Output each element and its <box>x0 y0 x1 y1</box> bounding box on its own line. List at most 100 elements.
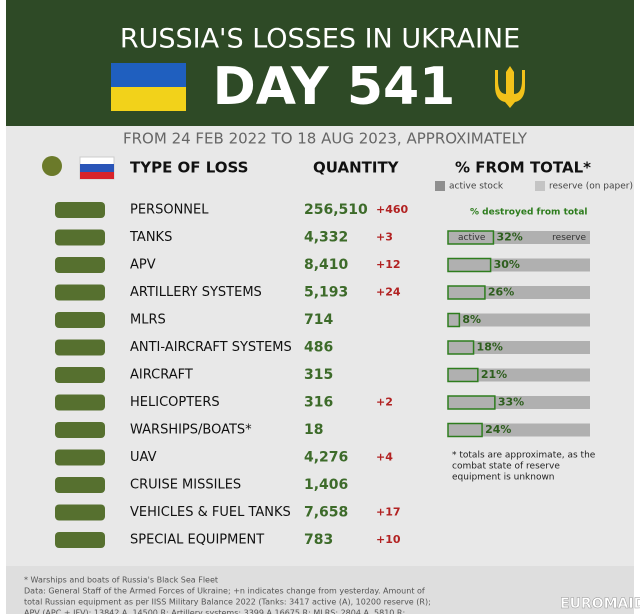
row-change: +460 <box>376 203 409 216</box>
ru-flag-blue <box>80 164 114 172</box>
bar-percent: 30% <box>494 258 520 271</box>
bar-percent: 18% <box>477 341 503 354</box>
row-quantity: 8,410 <box>304 257 349 273</box>
bar-percent: 21% <box>481 368 507 381</box>
footer-line: APV (APC + IFV): 13842 A, 14500 R; Artil… <box>24 609 405 614</box>
day: DAY 541 <box>213 57 456 117</box>
rows: PERSONNEL 256,510 +460 TANKS 4,332 +3 32% activ… <box>55 202 596 548</box>
subtitle: FROM 24 FEB 2022 TO 18 AUG 2023, APPROXI… <box>123 130 528 148</box>
row-label: PERSONNEL <box>130 203 209 218</box>
bar-destroyed <box>447 312 461 328</box>
row-change: +17 <box>376 506 401 519</box>
bar-active-label: active <box>458 233 486 243</box>
totals-note: equipment is unknown <box>452 473 555 483</box>
footer-line: * Warships and boats of Russia's Black S… <box>24 576 218 585</box>
ru-flag-red <box>80 172 114 179</box>
footer-line: total Russian equipment as per IISS Mili… <box>24 598 431 607</box>
icon <box>55 477 105 493</box>
icon <box>55 339 105 356</box>
row-change: +3 <box>376 231 393 244</box>
title: RUSSIA'S LOSSES IN UKRAINE <box>120 24 520 55</box>
row-label: CRUISE MISSILES <box>130 478 241 493</box>
bar-bg <box>448 286 590 299</box>
icon <box>55 284 105 301</box>
bar-destroyed <box>447 340 475 355</box>
row-label: VEHICLES & FUEL TANKS <box>130 505 291 520</box>
bar-bg <box>448 423 590 437</box>
row-change: +2 <box>376 396 393 409</box>
row-label: UAV <box>130 450 157 465</box>
totals-note: * totals are approximate, as the <box>452 451 596 461</box>
row-quantity: 256,510 <box>304 202 368 218</box>
legend-active-swatch <box>435 181 445 191</box>
header-bg <box>6 0 634 126</box>
row-label: ANTI-AIRCRAFT SYSTEMS <box>130 340 292 355</box>
row-quantity: 315 <box>304 367 333 383</box>
bar-destroyed <box>447 367 479 383</box>
trident <box>495 66 525 108</box>
row-label: HELICOPTERS <box>130 395 220 410</box>
bar-destroyed <box>447 395 496 410</box>
row-quantity: 783 <box>304 532 333 548</box>
bar-reserve-label: reserve <box>552 233 586 243</box>
bar-bg <box>448 368 590 382</box>
row-label: APV <box>130 258 156 273</box>
flag-blue <box>111 63 186 87</box>
totals-note: combat state of reserve <box>452 462 560 472</box>
bar-destroyed <box>447 230 495 245</box>
col-quantity: QUANTITY <box>313 159 400 177</box>
icon <box>55 367 105 383</box>
bar-percent: 24% <box>485 423 511 436</box>
row-quantity: 7,658 <box>304 505 348 521</box>
footer-line: Data: General Staff of the Armed Forces … <box>24 587 425 596</box>
bar-percent: 33% <box>498 396 524 409</box>
icon <box>55 449 105 466</box>
icon <box>55 202 105 218</box>
icon <box>55 229 105 246</box>
row-label: SPECIAL EQUIPMENT <box>130 533 264 548</box>
bar-destroyed <box>447 422 483 438</box>
bar-percent: 8% <box>462 313 481 326</box>
row-change: +10 <box>376 533 401 546</box>
icon <box>55 532 105 548</box>
row-label: MLRS <box>130 313 166 328</box>
icon <box>55 422 105 438</box>
emblem <box>42 156 62 176</box>
row-change: +4 <box>376 451 393 464</box>
bar-bg <box>448 396 590 409</box>
footer-bg <box>6 566 634 614</box>
flag-yellow <box>111 87 186 111</box>
row-label: ARTILLERY SYSTEMS <box>130 285 262 300</box>
legend-reserve: reserve (on paper) <box>549 182 633 192</box>
row-quantity: 4,332 <box>304 230 348 246</box>
bar-bg <box>448 341 590 354</box>
legend-active: active stock <box>449 182 504 192</box>
icon <box>55 257 105 273</box>
row-label: TANKS <box>129 230 172 245</box>
row-quantity: 18 <box>304 422 323 438</box>
bar-bg <box>448 313 590 327</box>
row-change: +24 <box>376 286 401 299</box>
row-label: WARSHIPS/BOATS* <box>130 423 252 438</box>
row-quantity: 714 <box>304 312 333 328</box>
row-change: +12 <box>376 258 401 271</box>
logo: EUROMAIDAN <box>560 596 640 612</box>
bar-destroyed <box>447 257 492 273</box>
row-quantity: 4,276 <box>304 450 348 466</box>
row-quantity: 1,406 <box>304 477 348 493</box>
icon <box>55 312 105 328</box>
bar-percent: 26% <box>488 286 514 299</box>
bar-bg <box>448 231 590 244</box>
icon <box>55 394 105 411</box>
row-label: AIRCRAFT <box>130 368 193 383</box>
row-quantity: 316 <box>304 395 333 411</box>
bar-percent: 32% <box>496 231 522 244</box>
footer: * Warships and boats of Russia's Black S… <box>24 576 431 614</box>
note: % destroyed from total <box>470 208 588 218</box>
row-quantity: 5,193 <box>304 285 348 301</box>
legend-reserve-swatch <box>535 181 545 191</box>
bar-bg <box>448 258 590 272</box>
bar-destroyed <box>447 285 486 300</box>
col-type: TYPE OF LOSS <box>130 159 248 177</box>
